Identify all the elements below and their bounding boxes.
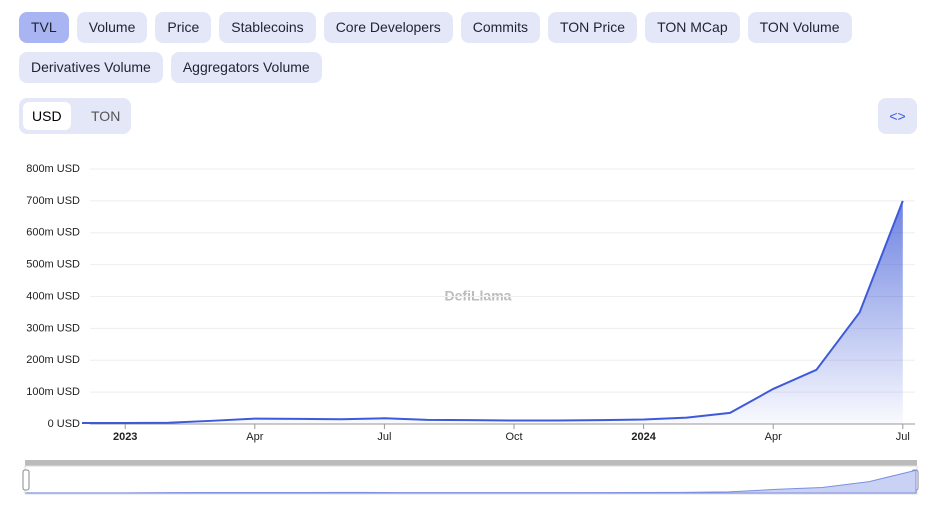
y-tick-label: 600m USD [26,227,80,239]
x-tick-label: 2024 [631,431,656,443]
x-tick-label: 2023 [113,431,137,443]
x-tick-label: Apr [246,431,263,443]
tab-button[interactable]: Commits [460,12,540,43]
navigator-handle[interactable] [22,469,30,491]
y-tick-label: 400m USD [26,290,80,302]
x-tick-label: Jul [896,431,910,443]
line [82,200,904,425]
tab-button[interactable]: TON Volume [747,12,852,43]
currency-button[interactable]: USD [23,102,71,130]
embed-button[interactable]: <> [878,98,917,134]
area [82,200,903,424]
currency-toggle: USD TON [19,98,131,134]
y-tick-label: 300m USD [26,322,80,334]
y-tick-label: 800m USD [26,163,80,175]
tab-button[interactable]: Volume [76,12,148,43]
y-tick-label: 0 USD [48,418,80,430]
tab-button[interactable]: Price [155,12,212,43]
y-tick-label: 500m USD [26,259,80,271]
tab-button[interactable]: Stablecoins [219,12,316,43]
navigator-bar [25,460,917,466]
navigator-area [25,469,917,494]
y-tick-label: 700m USD [26,195,80,207]
tab-button[interactable]: Aggregators Volume [170,52,322,83]
x-tick-label: Apr [765,431,782,443]
tab-button[interactable]: TON MCap [645,12,740,43]
tab-button[interactable]: Derivatives Volume [19,52,163,83]
tab-bar: TVL Volume Price Stablecoins Core Developers… [19,12,899,83]
x-tick-label: Jul [377,431,391,443]
y-tick-label: 100m USD [26,386,80,398]
y-tick-label: 200m USD [26,354,80,366]
currency-button[interactable]: TON [91,108,121,124]
x-tick-label: Oct [505,431,522,443]
watermark: DefiLlama [445,288,512,304]
tab-button[interactable]: TON Price [547,12,638,43]
tab-button[interactable]: TVL [19,12,69,43]
tab-button[interactable]: Core Developers [323,12,453,43]
